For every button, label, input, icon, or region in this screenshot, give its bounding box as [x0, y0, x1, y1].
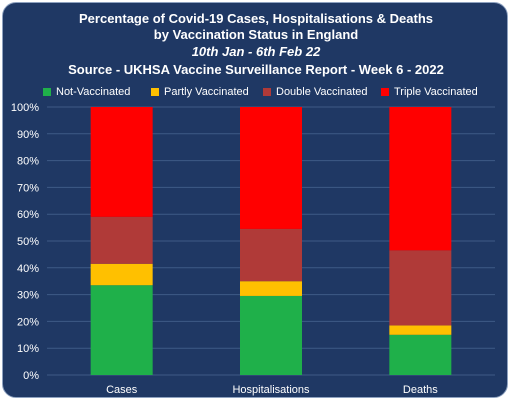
- chart-date-range: 10th Jan - 6th Feb 22: [191, 44, 321, 59]
- x-axis-ticks: Cases Hospitalisations Deaths: [106, 384, 438, 396]
- y-tick-label: 70%: [17, 182, 39, 194]
- y-tick-label: 20%: [17, 316, 39, 328]
- chart-title-line-2: by Vaccination Status in England: [153, 27, 359, 42]
- y-axis-ticks: 0% 10% 20% 30% 40% 50% 60% 70% 80% 90% 100%: [11, 102, 39, 382]
- bar-segment-triple-vaccinated: [389, 107, 452, 251]
- y-tick-label: 30%: [17, 290, 39, 302]
- legend-item-triple-vaccinated: Triple Vaccinated: [381, 83, 478, 99]
- legend-swatch-not-vaccinated: [43, 87, 51, 96]
- chart-legend: Not-Vaccinated Partly Vaccinated Double …: [3, 83, 507, 99]
- legend-swatch-double-vaccinated: [263, 87, 271, 96]
- legend-label-triple-vaccinated: Triple Vaccinated: [394, 85, 478, 98]
- y-tick-label: 0%: [23, 370, 39, 382]
- legend-swatch-triple-vaccinated: [381, 87, 389, 96]
- stacked-bar-chart: 0% 10% 20% 30% 40% 50% 60% 70% 80% 90% 100% Cases H…: [11, 102, 495, 396]
- bar-segment-partly-vaccinated: [90, 263, 153, 286]
- bar-segment-double-vaccinated: [90, 216, 153, 264]
- bar-segment-not-vaccinated: [90, 285, 153, 375]
- legend-item-partly-vaccinated: Partly Vaccinated: [151, 83, 249, 99]
- bars: [90, 107, 452, 375]
- y-tick-label: 10%: [17, 343, 39, 355]
- legend-label-double-vaccinated: Double Vaccinated: [276, 85, 368, 98]
- bar-segment-double-vaccinated: [240, 228, 302, 282]
- chart-title: Percentage of Covid-19 Cases, Hospitalis…: [79, 11, 433, 26]
- x-tick-label: Deaths: [403, 384, 438, 396]
- bar-segment-triple-vaccinated: [240, 107, 302, 229]
- legend-label-partly-vaccinated: Partly Vaccinated: [164, 85, 249, 98]
- legend-item-not-vaccinated: Not-Vaccinated: [43, 83, 130, 99]
- bar-segment-partly-vaccinated: [240, 281, 302, 296]
- chart-source: Source - UKHSA Vaccine Surveillance Repo…: [68, 62, 444, 77]
- chart-frame: Percentage of Covid-19 Cases, Hospitalis…: [2, 2, 508, 398]
- x-tick-label: Hospitalisations: [232, 384, 310, 396]
- legend-item-double-vaccinated: Double Vaccinated: [263, 83, 368, 99]
- legend-label-not-vaccinated: Not-Vaccinated: [56, 85, 131, 98]
- bar-segment-double-vaccinated: [389, 250, 452, 326]
- y-tick-label: 50%: [17, 236, 39, 248]
- bar-segment-not-vaccinated: [389, 334, 452, 375]
- y-tick-label: 90%: [17, 129, 39, 141]
- bar-segment-triple-vaccinated: [90, 107, 153, 217]
- y-tick-label: 60%: [17, 209, 39, 221]
- y-tick-label: 40%: [17, 263, 39, 275]
- legend-swatch-partly-vaccinated: [151, 87, 159, 96]
- y-tick-label: 100%: [11, 102, 39, 114]
- bar-segment-partly-vaccinated: [389, 325, 452, 335]
- bar-segment-not-vaccinated: [240, 295, 302, 375]
- x-tick-label: Cases: [106, 384, 138, 396]
- y-tick-label: 80%: [17, 156, 39, 168]
